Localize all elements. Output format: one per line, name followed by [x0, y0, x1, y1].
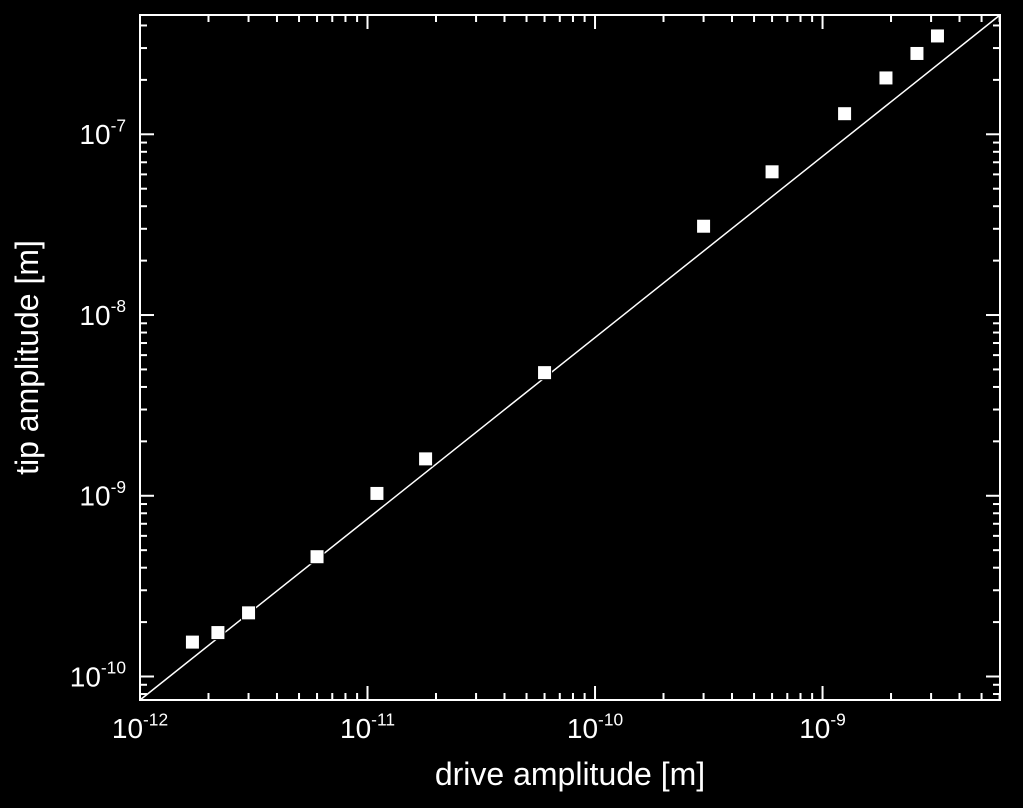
data-point [242, 606, 256, 620]
data-point [310, 550, 324, 564]
data-point [185, 635, 199, 649]
data-point [765, 165, 779, 179]
data-point [910, 46, 924, 60]
x-axis-label: drive amplitude [m] [435, 756, 705, 792]
data-point [838, 107, 852, 121]
data-point [879, 71, 893, 85]
data-point [419, 452, 433, 466]
data-point [697, 219, 711, 233]
data-point [370, 486, 384, 500]
y-axis-label: tip amplitude [m] [9, 240, 45, 475]
data-point [930, 29, 944, 43]
data-point [538, 366, 552, 380]
scatter-chart: 10-1210-1110-1010-910-1010-910-810-7driv… [0, 0, 1023, 808]
data-point [211, 626, 225, 640]
